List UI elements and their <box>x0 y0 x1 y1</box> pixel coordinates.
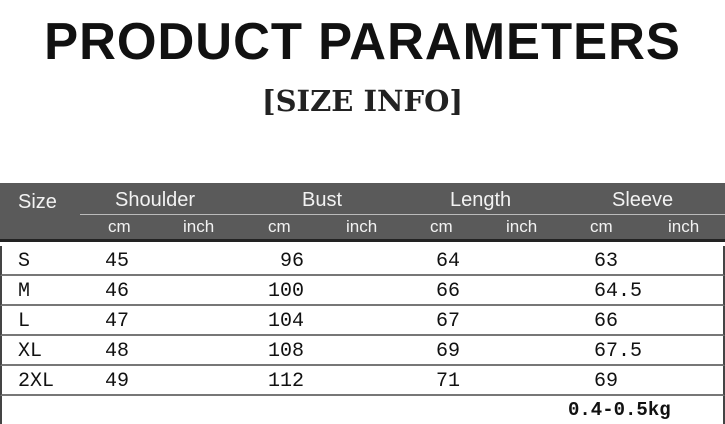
weight-value: 0.4-0.5kg <box>568 399 671 421</box>
header-divider <box>80 214 725 215</box>
cell-length: 69 <box>436 340 461 363</box>
cell-shoulder: 46 <box>105 280 130 303</box>
page-subtitle: [SIZE INFO] <box>261 84 464 118</box>
cell-sleeve: 64.5 <box>594 280 643 303</box>
table-row: S 45 96 64 63 <box>0 246 725 276</box>
table-row: 2XL 49 112 71 69 <box>0 366 725 396</box>
unit-cm: cm <box>430 217 453 236</box>
cell-shoulder: 47 <box>105 310 130 333</box>
unit-cm: cm <box>108 217 131 236</box>
unit-cm: cm <box>590 217 613 236</box>
header-size: Size <box>18 191 57 213</box>
cell-bust: 104 <box>267 310 304 333</box>
cell-bust: 108 <box>267 340 304 363</box>
cell-length: 64 <box>436 250 461 273</box>
unit-cm: cm <box>268 217 291 236</box>
cell-length: 66 <box>436 280 461 303</box>
table-row: L 47 104 67 66 <box>0 306 725 336</box>
cell-size: XL <box>18 340 43 363</box>
header-length: Length <box>450 189 512 211</box>
cell-bust: 100 <box>267 280 304 303</box>
weight-row: 0.4-0.5kg <box>0 396 725 424</box>
cell-size: 2XL <box>18 370 55 393</box>
header-sleeve: Sleeve <box>612 189 674 211</box>
unit-inch: inch <box>668 217 700 236</box>
cell-shoulder: 48 <box>105 340 130 363</box>
unit-inch: inch <box>506 217 538 236</box>
cell-size: L <box>18 310 31 333</box>
cell-sleeve: 69 <box>594 370 619 393</box>
unit-inch: inch <box>346 217 378 236</box>
cell-size: M <box>18 280 31 303</box>
header-bust: Bust <box>302 189 343 211</box>
unit-inch: inch <box>183 217 215 236</box>
cell-bust: 96 <box>279 250 304 273</box>
table-header: Size Shoulder Bust Length Sleeve cm inch… <box>0 183 725 242</box>
cell-shoulder: 49 <box>105 370 130 393</box>
cell-shoulder: 45 <box>105 250 130 273</box>
cell-size: S <box>18 250 31 273</box>
cell-length: 67 <box>436 310 461 333</box>
cell-length: 71 <box>436 370 461 393</box>
cell-sleeve: 63 <box>594 250 619 273</box>
table-row: XL 48 108 69 67.5 <box>0 336 725 366</box>
cell-bust: 112 <box>267 370 304 393</box>
cell-sleeve: 67.5 <box>594 340 643 363</box>
header-shoulder: Shoulder <box>115 189 196 211</box>
table-row: M 46 100 66 64.5 <box>0 276 725 306</box>
cell-sleeve: 66 <box>594 310 619 333</box>
page-title: PRODUCT PARAMETERS <box>44 13 681 71</box>
